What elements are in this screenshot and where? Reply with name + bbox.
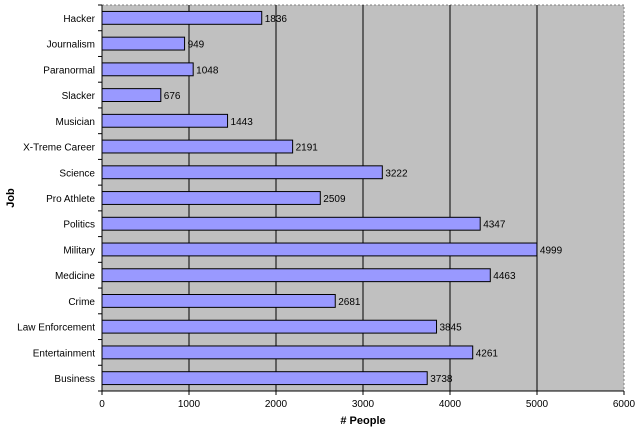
bar-business — [101, 371, 428, 386]
bar-x-treme-career — [101, 139, 294, 154]
y-axis-title: Job — [5, 188, 17, 208]
bar-science — [101, 165, 383, 180]
data-label: 1048 — [196, 65, 219, 76]
y-tick-label: Paranormal — [43, 65, 95, 76]
bar-hacker — [101, 10, 263, 25]
data-label: 3222 — [385, 168, 408, 179]
bar-slacker — [101, 88, 162, 102]
bars — [101, 10, 538, 386]
y-tick-label: Slacker — [62, 91, 96, 102]
y-tick-label: Pro Athlete — [46, 194, 95, 205]
bar-military — [101, 242, 538, 257]
bar-law-enforcement — [101, 319, 438, 334]
data-label: 2191 — [296, 143, 319, 154]
x-tick-label: 6000 — [613, 399, 636, 410]
y-tick-label: Entertainment — [33, 348, 95, 359]
y-tick-label: Crime — [68, 297, 95, 308]
data-labels: 1836 949 1048 676 1443 2191 3222 2509 4347 4999 44… — [164, 14, 563, 385]
data-label: 4261 — [476, 348, 499, 359]
bar-pro-athlete — [101, 191, 321, 205]
y-tick-label: Hacker — [63, 14, 95, 25]
data-label: 1443 — [231, 117, 254, 128]
data-label: 4463 — [493, 271, 516, 282]
y-tick-label: Military — [63, 245, 95, 256]
x-tick-label: 3000 — [352, 399, 375, 410]
data-label: 676 — [164, 91, 181, 102]
bar-crime — [101, 294, 336, 308]
y-tick-label: Musician — [56, 117, 95, 128]
y-tick-label: Politics — [63, 220, 95, 231]
data-label: 1836 — [265, 14, 288, 25]
data-label: 3738 — [430, 374, 453, 385]
data-label: 4999 — [540, 245, 563, 256]
x-axis-title: # People — [340, 415, 385, 427]
data-label: 3845 — [440, 323, 463, 334]
x-axis: 0 1000 2000 3000 4000 5000 6000 — [99, 390, 636, 410]
data-label: 4347 — [483, 220, 506, 231]
bar-musician — [101, 113, 229, 128]
y-axis: Hacker Journalism Paranormal Slacker Musicia… — [17, 4, 103, 392]
bar-medicine — [101, 268, 491, 283]
x-tick-label: 1000 — [178, 399, 201, 410]
y-tick-label: Science — [59, 168, 95, 179]
y-tick-label: X-Treme Career — [23, 143, 96, 154]
x-tick-label: 5000 — [526, 399, 549, 410]
data-label: 949 — [188, 40, 205, 51]
x-tick-label: 4000 — [439, 399, 462, 410]
bar-politics — [101, 216, 481, 231]
x-tick-label: 0 — [99, 399, 105, 410]
y-tick-label: Journalism — [47, 40, 95, 51]
y-tick-label: Business — [54, 374, 95, 385]
data-label: 2681 — [338, 297, 361, 308]
y-tick-label: Law Enforcement — [17, 323, 95, 334]
data-label: 2509 — [323, 194, 346, 205]
y-tick-label: Medicine — [55, 271, 95, 282]
bar-journalism — [101, 36, 186, 51]
bar-paranormal — [101, 62, 194, 77]
bar-entertainment — [101, 345, 474, 360]
x-tick-label: 2000 — [265, 399, 288, 410]
